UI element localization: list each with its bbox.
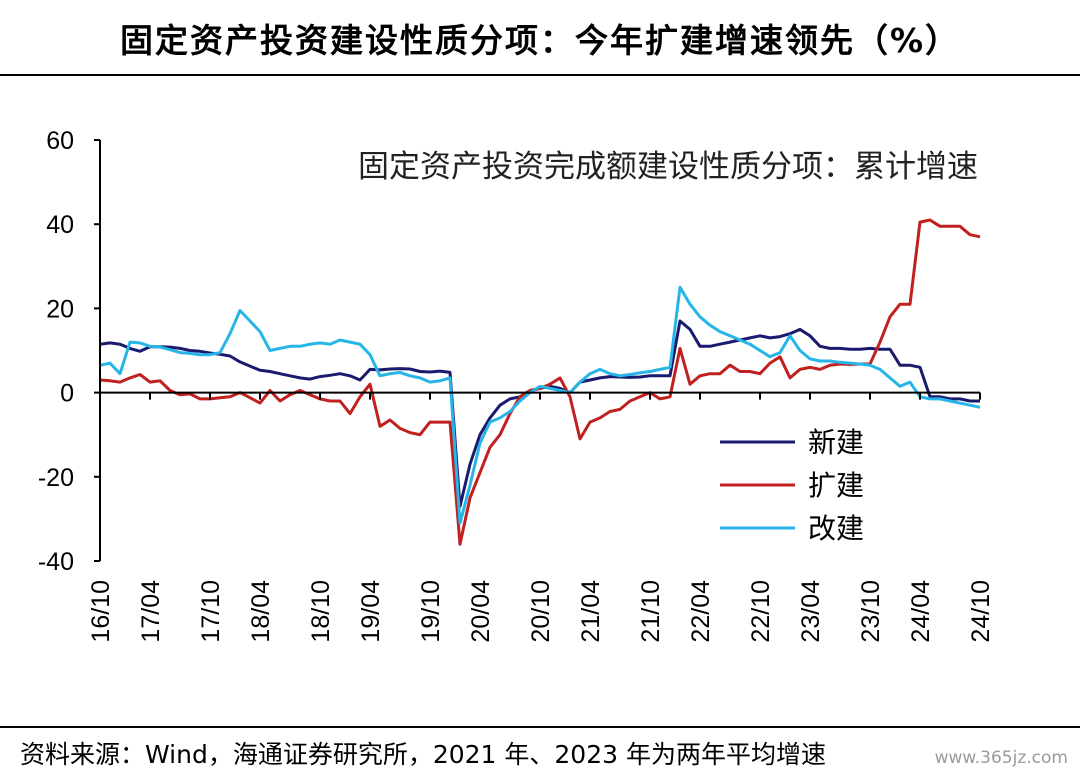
x-tick-label: 23/10 [857,580,885,643]
x-tick-label: 22/10 [747,580,775,643]
x-tick-label: 19/10 [417,580,445,643]
y-tick-label: 40 [46,211,74,239]
x-tick-label: 24/04 [907,580,935,643]
x-tick-label: 18/04 [247,580,275,643]
x-tick-label: 19/04 [357,580,385,643]
series-line-2 [99,285,981,525]
series-layer [99,218,981,546]
x-tick-label: 17/04 [137,580,165,643]
legend-label: 扩建 [808,469,864,502]
y-tick-label: -20 [38,464,74,492]
y-tick-label: -40 [38,548,74,576]
x-tick-label: 21/04 [577,580,605,643]
y-tick-label: 20 [46,295,74,323]
source-note: 资料来源：Wind，海通证券研究所，2021 年、2023 年为两年平均增速 [20,740,826,769]
x-tick-label: 17/10 [197,580,225,643]
x-tick-label: 23/04 [797,580,825,643]
page-title: 固定资产投资建设性质分项：今年扩建增速领先（%） [119,21,961,60]
x-tick-label: 22/04 [687,580,715,643]
x-tick-label: 21/10 [637,580,665,643]
title-divider [0,74,1080,76]
x-tick-label: 18/10 [307,580,335,643]
chart-title: 固定资产投资完成额建设性质分项：累计增速 [358,149,978,185]
footer-divider [0,726,1080,728]
y-tick-label: 60 [46,127,74,155]
line-chart: 固定资产投资完成额建设性质分项：累计增速 60 40 20 0 -20 -40 16/10 1… [38,127,995,643]
watermark: www.365jz.com [934,748,1068,768]
axes: 60 40 20 0 -20 -40 16/10 17/04 17/10 18/04 18/10 19… [38,127,995,643]
x-tick-label: 20/04 [467,580,495,643]
y-tick-label: 0 [60,380,74,408]
x-tick-label: 16/10 [87,580,115,643]
x-tick-label: 20/10 [527,580,555,643]
x-tick-label: 24/10 [967,580,995,643]
legend-label: 新建 [808,426,864,459]
legend-label: 改建 [808,512,864,545]
series-line-1 [99,218,981,546]
